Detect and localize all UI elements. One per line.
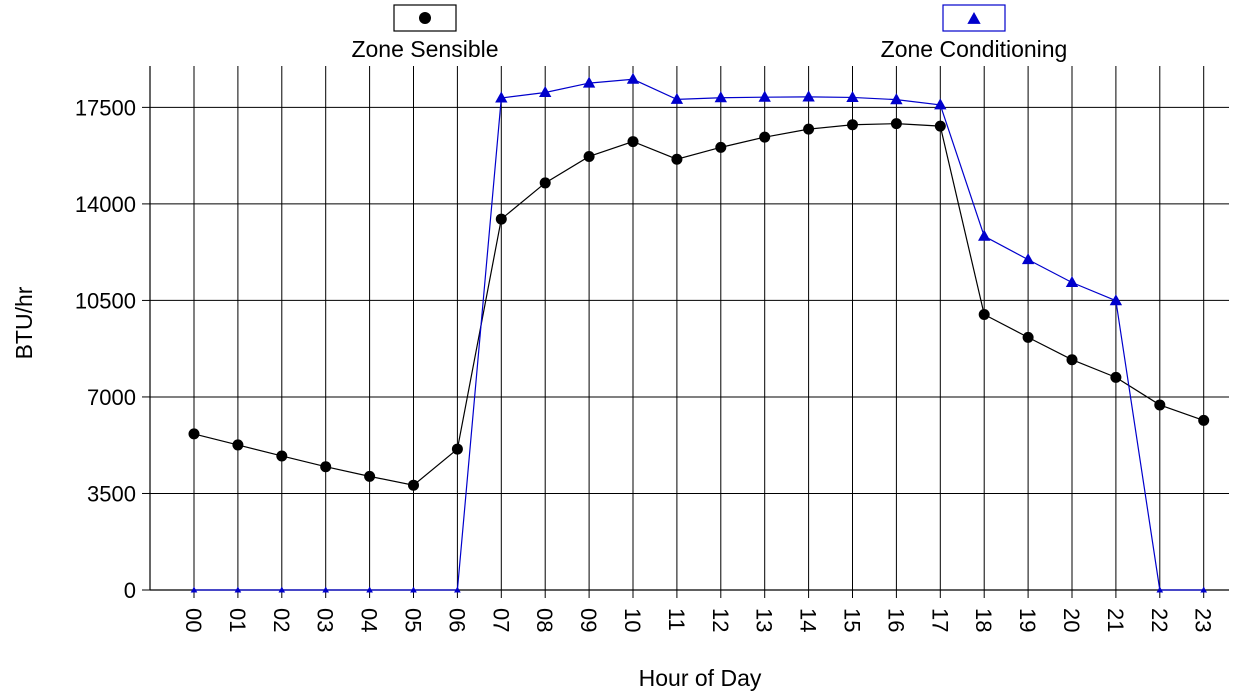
y-tick-label: 3500 bbox=[87, 481, 136, 506]
data-point bbox=[189, 428, 200, 439]
data-point bbox=[935, 121, 946, 132]
data-point bbox=[584, 151, 595, 162]
data-point bbox=[1067, 354, 1078, 365]
legend-marker bbox=[419, 12, 431, 24]
x-tick-label: 13 bbox=[752, 608, 777, 632]
y-axis-title: BTU/hr bbox=[11, 286, 37, 359]
x-tick-label: 14 bbox=[796, 608, 821, 632]
series-line bbox=[194, 124, 1204, 486]
data-point bbox=[452, 444, 463, 455]
data-point bbox=[232, 439, 243, 450]
data-point bbox=[890, 93, 902, 104]
legend: Zone Sensible Zone Conditioning bbox=[351, 5, 1067, 62]
series-line bbox=[194, 79, 1204, 590]
x-tick-label: 04 bbox=[357, 608, 382, 632]
x-tick-label: 06 bbox=[444, 608, 469, 632]
data-point bbox=[1110, 372, 1121, 383]
data-point bbox=[715, 91, 727, 102]
data-point bbox=[496, 214, 507, 225]
data-point bbox=[320, 461, 331, 472]
data-point bbox=[759, 91, 771, 102]
data-point bbox=[408, 480, 419, 491]
x-tick-label: 16 bbox=[883, 608, 908, 632]
x-tick-label: 01 bbox=[225, 608, 250, 632]
x-tick-label: 17 bbox=[927, 608, 952, 632]
y-tick-label: 10500 bbox=[75, 288, 136, 313]
data-point bbox=[276, 450, 287, 461]
x-tick-label: 08 bbox=[532, 608, 557, 632]
y-tick-label: 14000 bbox=[75, 192, 136, 217]
data-point bbox=[1110, 294, 1122, 305]
x-tick-label: 18 bbox=[971, 608, 996, 632]
x-tick-label: 03 bbox=[313, 608, 338, 632]
series-0 bbox=[189, 118, 1210, 491]
x-tick-label: 22 bbox=[1147, 608, 1172, 632]
data-point bbox=[803, 124, 814, 135]
x-tick-label: 20 bbox=[1059, 608, 1084, 632]
x-tick-label: 15 bbox=[840, 608, 865, 632]
legend-item-1: Zone Conditioning bbox=[881, 5, 1068, 62]
legend-item-0: Zone Sensible bbox=[351, 5, 498, 62]
data-point bbox=[671, 93, 683, 104]
data-point bbox=[846, 91, 858, 102]
series-1 bbox=[191, 73, 1207, 593]
x-tick-label: 19 bbox=[1015, 608, 1040, 632]
data-point bbox=[802, 90, 814, 101]
data-point bbox=[759, 132, 770, 143]
x-tick-label: 11 bbox=[664, 608, 689, 631]
series-layer bbox=[189, 73, 1210, 593]
data-point bbox=[364, 471, 375, 482]
x-tick-label: 00 bbox=[181, 608, 206, 632]
x-axis-title: Hour of Day bbox=[639, 665, 762, 691]
data-point bbox=[1023, 332, 1034, 343]
y-tick-label: 7000 bbox=[87, 385, 136, 410]
x-tick-label: 09 bbox=[576, 608, 601, 632]
data-point bbox=[978, 230, 990, 241]
data-point bbox=[1022, 253, 1034, 264]
axes-layer: 0 3500 7000 10500 14000 17500 00 01 02 03 04 05 06 07… bbox=[75, 66, 1229, 632]
x-tick-label: 02 bbox=[269, 608, 294, 632]
data-point bbox=[1066, 276, 1078, 287]
legend-label: Zone Sensible bbox=[351, 36, 498, 62]
data-point bbox=[891, 118, 902, 129]
y-tick-label: 0 bbox=[124, 578, 136, 603]
grid-layer bbox=[150, 66, 1229, 598]
data-point bbox=[715, 142, 726, 153]
x-tick-label: 23 bbox=[1191, 608, 1216, 632]
data-point bbox=[1198, 415, 1209, 426]
data-point bbox=[627, 73, 639, 84]
x-tick-label: 10 bbox=[620, 608, 645, 632]
y-tick-label: 17500 bbox=[75, 95, 136, 120]
data-point bbox=[540, 177, 551, 188]
x-tick-label: 12 bbox=[708, 608, 733, 632]
data-point bbox=[847, 119, 858, 130]
data-point bbox=[628, 136, 639, 147]
x-tick-label: 07 bbox=[488, 608, 513, 632]
legend-label: Zone Conditioning bbox=[881, 36, 1068, 62]
data-point bbox=[1154, 399, 1165, 410]
x-tick-label: 21 bbox=[1103, 608, 1128, 632]
data-point bbox=[979, 309, 990, 320]
x-tick-label: 05 bbox=[401, 608, 426, 632]
data-point bbox=[671, 154, 682, 165]
